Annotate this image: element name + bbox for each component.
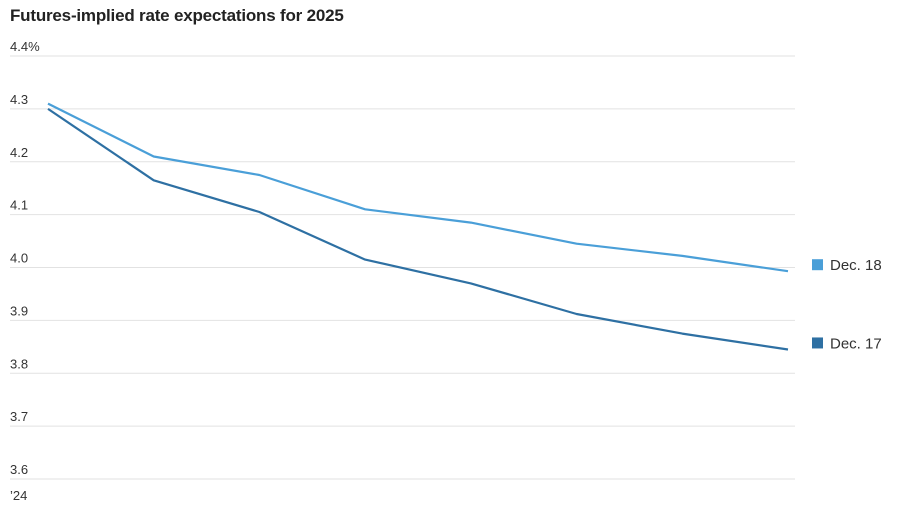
y-tick-label: 4.0 (10, 251, 28, 266)
y-tick-label: 4.4% (10, 39, 40, 54)
series-line (47, 102, 789, 273)
legend-swatch (812, 259, 823, 271)
y-axis-tick-labels: 4.4% 4.3 4.2 4.1 4.0 3.9 3.8 3.7 3.6 (10, 39, 40, 477)
y-tick-label: 3.6 (10, 462, 28, 477)
y-tick-label: 4.2 (10, 145, 28, 160)
legend: Dec. 18 Dec. 17 (812, 257, 882, 352)
legend-label: Dec. 18 (830, 257, 882, 274)
series-lines (47, 102, 789, 351)
y-tick-label: 4.3 (10, 92, 28, 107)
y-tick-label: 3.7 (10, 409, 28, 424)
y-tick-label: 3.9 (10, 303, 28, 318)
chart-title: Futures-implied rate expectations for 20… (10, 6, 344, 25)
y-tick-label: 4.1 (10, 198, 28, 213)
series-line (47, 107, 789, 351)
legend-swatch (812, 337, 823, 349)
legend-label: Dec. 17 (830, 335, 882, 352)
x-axis-start-label: ’24 (10, 488, 27, 503)
y-tick-label: 3.8 (10, 356, 28, 371)
